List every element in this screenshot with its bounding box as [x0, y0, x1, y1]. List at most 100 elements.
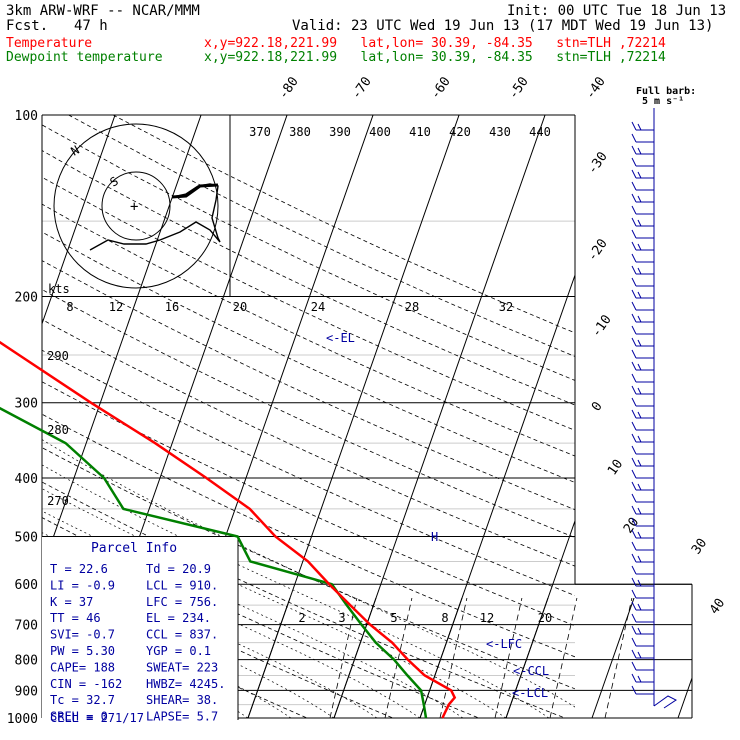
temperature-legend: Temperature	[6, 36, 93, 51]
wind-barb-flag	[637, 627, 642, 635]
wind-barb-flag	[631, 577, 637, 587]
parcel-row-right: Td = 20.9	[146, 562, 211, 576]
wind-barbs: Full barb:5 m s⁻¹	[631, 86, 696, 709]
wind-barb-flag	[631, 613, 637, 623]
level-marker: H	[431, 530, 438, 544]
wind-legend-title: Full barb:	[636, 86, 696, 97]
pressure-label: 700	[15, 619, 38, 634]
dewpoint-line	[0, 406, 428, 719]
wind-barb-flag	[631, 301, 637, 311]
wind-barb-flag	[631, 337, 637, 347]
parcel-row-right: SWEAT= 223	[146, 660, 218, 674]
mixing-ratio-label: 3	[338, 611, 345, 625]
wind-barb-flag	[631, 457, 637, 467]
parcel-row-left: K = 37	[50, 595, 93, 609]
forecast-hour: 47 h	[74, 18, 108, 34]
parcel-row-right: SHEAR= 38.	[146, 693, 218, 707]
sounding-profiles: <-EL H <-LFC <-CCL <-LCL	[0, 331, 549, 719]
wind-barb-flag	[637, 291, 642, 299]
wind-barb-flag	[631, 373, 637, 383]
wind-barb-flag	[637, 339, 642, 347]
wind-barb-flag	[637, 363, 642, 371]
wind-barb	[631, 229, 654, 239]
wind-barb-flag	[631, 325, 637, 335]
hodograph-center: +	[130, 199, 138, 215]
theta-label: 430	[489, 125, 511, 139]
wind-barb	[631, 517, 654, 527]
isotherm-label: -30	[585, 149, 611, 177]
wind-barb	[631, 601, 654, 611]
theta-left-label: 280	[47, 423, 69, 437]
wind-barb-flag	[631, 481, 637, 491]
isotherm-lower	[333, 598, 377, 719]
hodograph-trace	[89, 183, 221, 251]
wind-barb	[631, 397, 654, 407]
theta-left-label: 270	[47, 494, 69, 508]
parcel-row-left: TT = 46	[50, 611, 101, 625]
wind-barb-flag	[631, 625, 637, 635]
theta-left-label: 290	[47, 349, 69, 363]
dry-adiabat	[42, 319, 575, 567]
isotherm-lower	[419, 598, 463, 719]
parcel-cell: CELL = 271/17	[50, 711, 144, 725]
wind-barb-flag	[637, 579, 642, 587]
init-time: Init: 00 UTC Tue 18 Jun 13	[507, 3, 727, 19]
wind-barb-flag	[631, 217, 637, 227]
parcel-row-right: CCL = 837.	[146, 628, 218, 642]
wind-barb-flag	[637, 555, 642, 563]
wind-barb	[631, 169, 654, 179]
wind-barb	[631, 505, 654, 515]
wind-barb	[631, 181, 654, 191]
theta-label: 380	[289, 125, 311, 139]
parcel-row-right: EL = 234.	[146, 611, 211, 625]
mixing-ratio-line	[549, 598, 578, 719]
lower-grid	[161, 598, 692, 719]
hodograph-ring-label: 28	[405, 300, 419, 314]
dry-adiabat	[42, 381, 575, 627]
wind-barb-flag	[631, 661, 637, 671]
wind-barb-flag	[637, 147, 642, 155]
wind-barb	[631, 121, 654, 131]
wind-barb	[631, 625, 654, 635]
parcel-row-left: CIN = -162	[50, 677, 122, 691]
wind-barb	[631, 613, 654, 623]
wind-barb-flag	[631, 121, 637, 131]
level-marker: <-LFC	[486, 637, 522, 651]
wind-barb	[631, 673, 654, 683]
wind-barb-flag	[637, 387, 642, 395]
isotherm-label: -50	[506, 74, 532, 102]
forecast-label: Fcst.	[6, 18, 49, 34]
wind-barb	[631, 325, 654, 335]
wind-barb-flag	[637, 531, 642, 539]
isotherm-label: 30	[689, 536, 710, 557]
wind-barb	[631, 289, 654, 299]
hodograph-ring-label: 32	[499, 300, 513, 314]
level-marker: <-CCL	[513, 664, 549, 678]
wind-barb-flag	[631, 589, 637, 599]
wind-barb-flag	[637, 243, 642, 251]
wind-barb	[631, 385, 654, 395]
parcel-row-right: LCL = 910.	[146, 578, 218, 592]
hodograph-ring-label: 12	[109, 300, 123, 314]
wind-barb-flag	[631, 649, 637, 659]
wind-barb	[631, 361, 654, 371]
wind-barb-flag	[637, 315, 642, 323]
wind-barb-flag	[631, 253, 637, 263]
pressure-label: 800	[15, 654, 38, 669]
wind-barb	[631, 277, 654, 287]
wind-barb	[631, 253, 654, 263]
parcel-row-left: SVI= -0.7	[50, 628, 115, 642]
wind-barb-flag	[631, 229, 637, 239]
wind-barb	[631, 553, 654, 563]
parcel-row-right: LAPSE= 5.7	[146, 710, 218, 724]
wind-barb-flag	[631, 133, 637, 143]
mixing-ratio-label: 8	[441, 611, 448, 625]
wind-barb-flag	[631, 493, 637, 503]
wind-barb-surface	[653, 695, 677, 709]
parcel-row-left: LI = -0.9	[50, 578, 115, 592]
wind-barb	[631, 349, 654, 359]
mixing-ratio-line	[384, 598, 413, 719]
valid-time: Valid: 23 UTC Wed 19 Jun 13 (17 MDT Wed …	[292, 18, 714, 34]
wind-barb-flag	[637, 507, 642, 515]
